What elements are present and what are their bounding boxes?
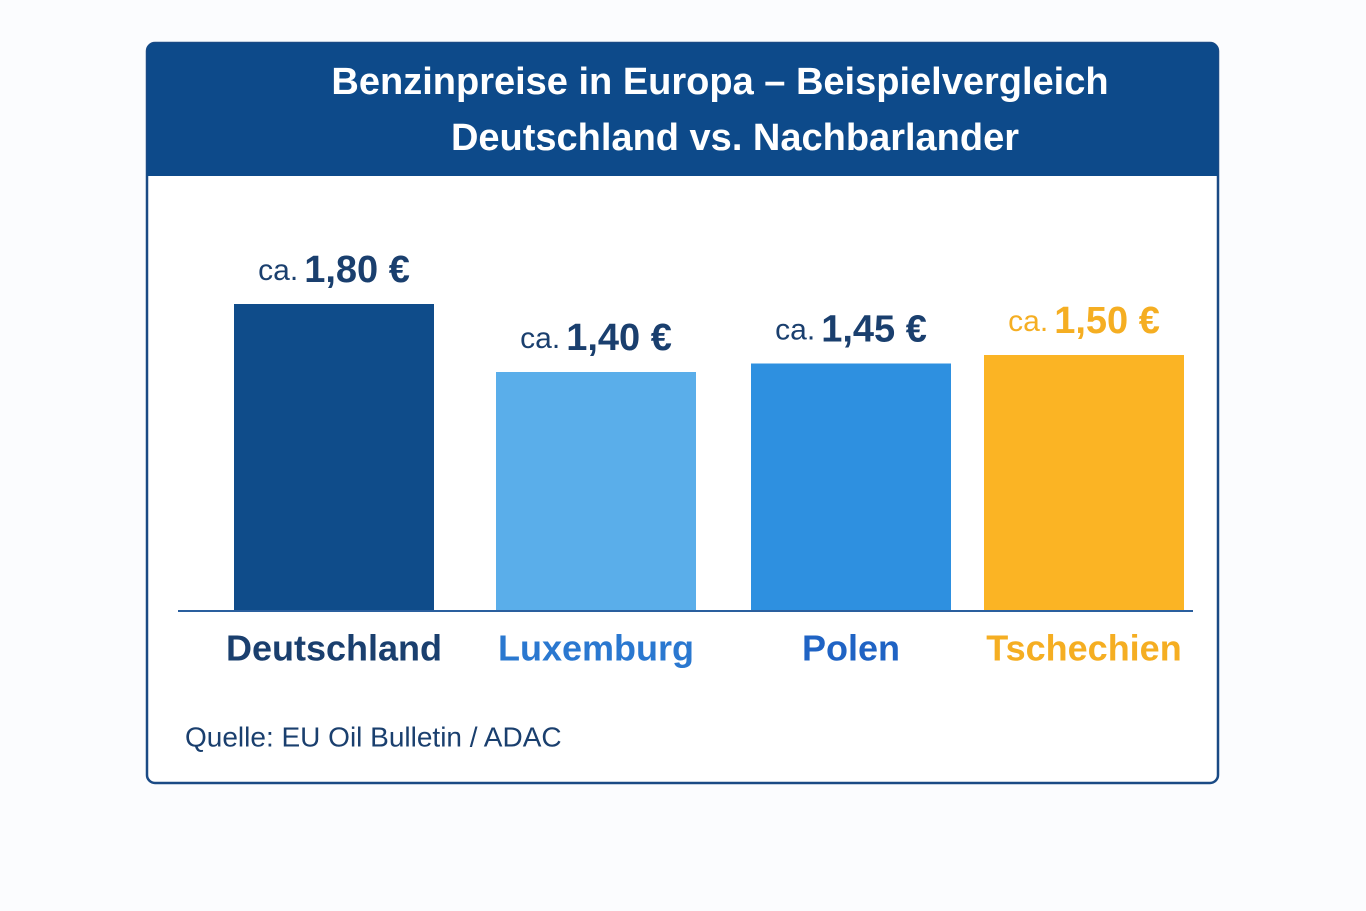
value-label-prefix: ca.	[1008, 305, 1048, 338]
bar	[234, 304, 434, 610]
value-label-prefix: ca.	[520, 322, 560, 355]
value-label-number: 1,50 €	[1054, 300, 1160, 342]
chart-title: Benzinpreise in Europa – Beispielverglei…	[331, 61, 1108, 103]
x-tick-label: Deutschland	[226, 628, 442, 669]
x-tick-label: Tschechien	[986, 628, 1181, 669]
value-label-number: 1,40 €	[566, 317, 672, 359]
x-tick-label: Luxemburg	[498, 628, 694, 669]
value-label-number: 1,80 €	[304, 249, 410, 291]
value-label: ca. 1,40 €	[520, 317, 672, 359]
value-label: ca. 1,45 €	[775, 309, 927, 351]
bar	[496, 372, 696, 610]
value-label-prefix: ca.	[775, 313, 815, 346]
bar	[984, 355, 1184, 610]
header-band	[147, 43, 1218, 176]
bar	[751, 363, 951, 610]
source-note: Quelle: EU Oil Bulletin / ADAC	[185, 721, 562, 752]
chart-subtitle: Deutschland vs. Nachbarlander	[451, 117, 1019, 159]
value-label: ca. 1,50 €	[1008, 300, 1160, 342]
x-tick-label: Polen	[802, 628, 900, 669]
value-label-number: 1,45 €	[821, 309, 927, 351]
value-label: ca. 1,80 €	[258, 249, 410, 291]
value-label-prefix: ca.	[258, 254, 298, 287]
